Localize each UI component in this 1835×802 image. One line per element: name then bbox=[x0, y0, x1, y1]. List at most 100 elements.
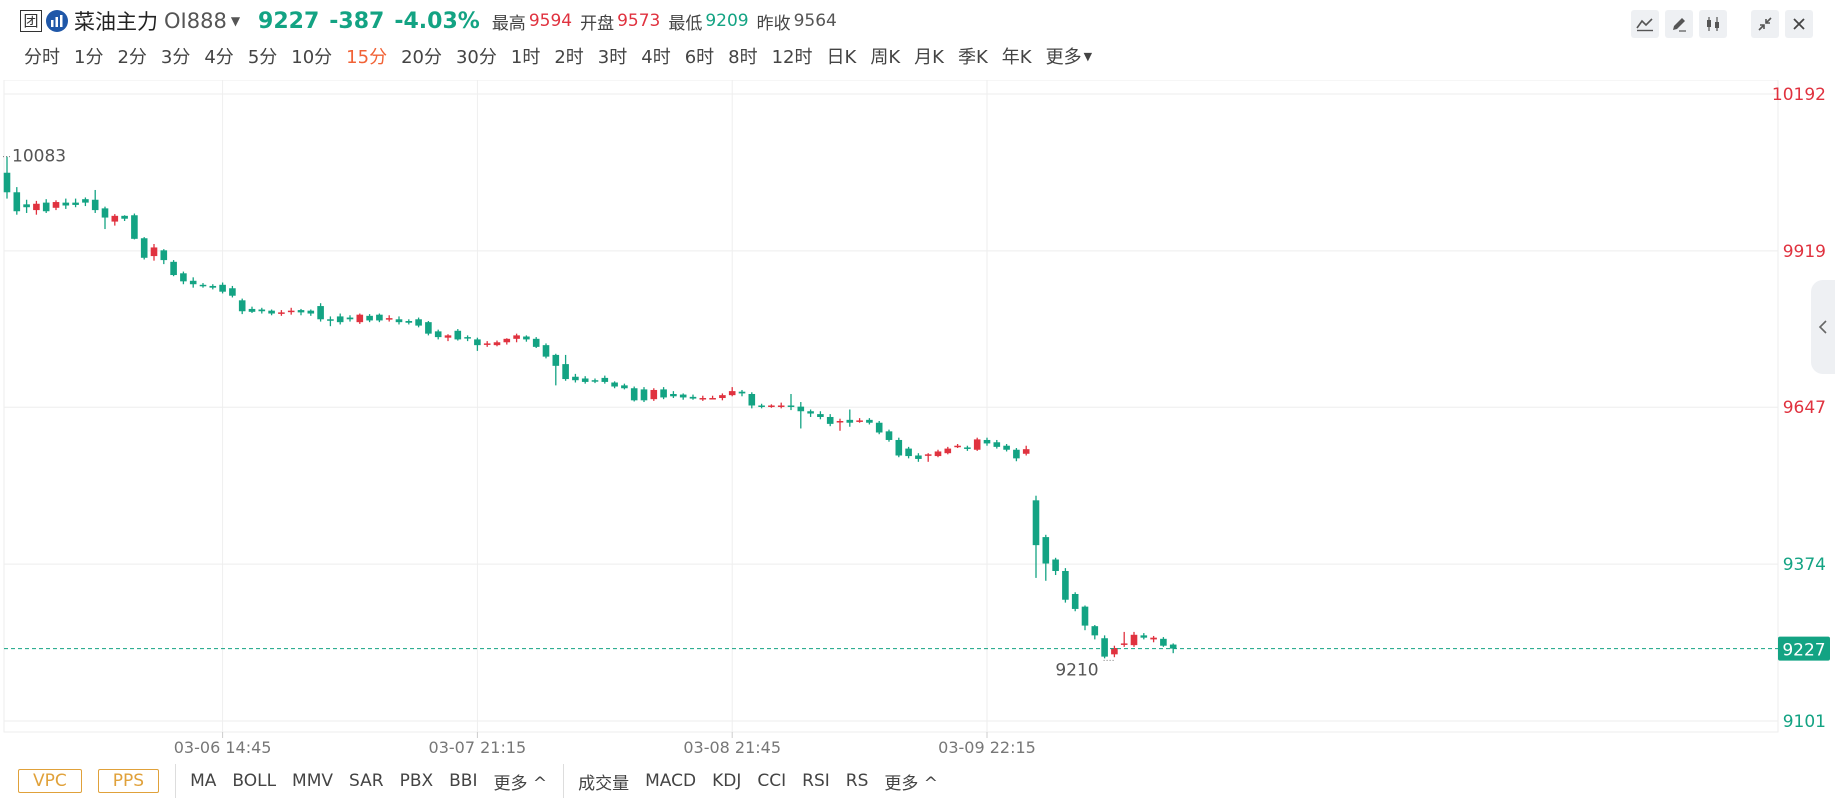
candle[interactable] bbox=[1111, 645, 1118, 658]
candle[interactable] bbox=[483, 341, 491, 347]
indicator-box-pps[interactable]: PPS bbox=[97, 769, 160, 793]
candle[interactable] bbox=[150, 243, 158, 261]
candle[interactable] bbox=[23, 199, 30, 213]
period-tab-1[interactable]: 1分 bbox=[74, 47, 104, 68]
candle[interactable] bbox=[101, 206, 109, 230]
candle[interactable] bbox=[660, 387, 667, 400]
candle[interactable] bbox=[895, 437, 903, 458]
candle[interactable] bbox=[297, 308, 305, 316]
main-indicator-more[interactable]: 更多 ^ bbox=[493, 773, 548, 794]
candle[interactable] bbox=[82, 197, 89, 207]
candle[interactable] bbox=[611, 381, 618, 389]
candle[interactable] bbox=[846, 409, 854, 427]
candle[interactable] bbox=[915, 453, 922, 462]
period-tab-11[interactable]: 2时 bbox=[554, 47, 584, 68]
main-indicator-bbi[interactable]: BBI bbox=[449, 771, 478, 791]
candle[interactable] bbox=[454, 329, 462, 341]
period-tab-8[interactable]: 20分 bbox=[401, 47, 442, 68]
candle[interactable] bbox=[1052, 557, 1059, 576]
candle[interactable] bbox=[42, 199, 50, 213]
candle[interactable] bbox=[121, 215, 128, 222]
candle[interactable] bbox=[866, 418, 873, 425]
candle[interactable] bbox=[91, 189, 99, 213]
candle[interactable] bbox=[1091, 625, 1099, 640]
period-tab-20[interactable]: 季K bbox=[957, 47, 988, 68]
candle[interactable] bbox=[542, 343, 550, 359]
period-tab-22[interactable]: 更多 bbox=[1045, 47, 1082, 68]
candle[interactable] bbox=[3, 156, 11, 199]
candle[interactable] bbox=[650, 388, 658, 401]
candle[interactable] bbox=[973, 437, 981, 451]
period-tab-19[interactable]: 月K bbox=[914, 47, 944, 68]
candle[interactable] bbox=[219, 282, 226, 294]
candle[interactable] bbox=[474, 337, 481, 351]
candle[interactable] bbox=[954, 443, 961, 449]
period-tab-21[interactable]: 年K bbox=[1001, 47, 1032, 68]
sub-indicator-more[interactable]: 更多 ^ bbox=[884, 773, 939, 794]
candle[interactable] bbox=[1032, 495, 1040, 578]
candle[interactable] bbox=[287, 307, 295, 315]
candle[interactable] bbox=[1150, 635, 1157, 643]
candle[interactable] bbox=[826, 414, 834, 427]
candle[interactable] bbox=[385, 315, 393, 322]
group-box-icon[interactable]: 团 bbox=[20, 10, 42, 32]
candle[interactable] bbox=[944, 446, 952, 455]
candle[interactable] bbox=[170, 260, 177, 277]
candle[interactable] bbox=[1042, 534, 1050, 581]
candle[interactable] bbox=[777, 402, 785, 409]
candle[interactable] bbox=[640, 387, 648, 403]
candle[interactable] bbox=[278, 310, 285, 316]
period-tab-5[interactable]: 5分 bbox=[247, 47, 278, 68]
candle[interactable] bbox=[738, 389, 746, 397]
candlestick-icon[interactable] bbox=[1699, 10, 1727, 38]
candle[interactable] bbox=[72, 198, 79, 208]
candle[interactable] bbox=[131, 213, 138, 240]
candle[interactable] bbox=[581, 376, 589, 384]
candle[interactable] bbox=[797, 402, 805, 429]
candle[interactable] bbox=[62, 198, 70, 209]
candle[interactable] bbox=[180, 271, 187, 285]
period-tab-15[interactable]: 8时 bbox=[728, 47, 758, 68]
kline-chart[interactable]: 10192 9919 9647 9374 9101 03-06 14:45 03-07 21… bbox=[0, 80, 1835, 760]
candle[interactable] bbox=[768, 404, 775, 408]
candle[interactable] bbox=[1003, 443, 1010, 452]
candle[interactable] bbox=[689, 394, 697, 400]
candle[interactable] bbox=[160, 249, 168, 265]
main-indicator-ma[interactable]: MA bbox=[190, 771, 217, 791]
candle[interactable] bbox=[434, 329, 442, 340]
candle[interactable] bbox=[111, 214, 119, 226]
candle[interactable] bbox=[728, 387, 736, 397]
candle[interactable] bbox=[1120, 631, 1128, 647]
candle[interactable] bbox=[670, 391, 677, 399]
candle[interactable] bbox=[679, 393, 687, 400]
candle[interactable] bbox=[562, 354, 569, 381]
indicator-box-vpc[interactable]: VPC bbox=[18, 769, 82, 793]
candle[interactable] bbox=[1062, 568, 1069, 603]
candle[interactable] bbox=[875, 421, 883, 435]
candle[interactable] bbox=[934, 449, 942, 458]
pencil-icon[interactable] bbox=[1665, 10, 1693, 38]
candle[interactable] bbox=[807, 409, 814, 417]
sub-indicator-0[interactable]: 成交量 bbox=[578, 773, 630, 794]
candle[interactable] bbox=[268, 309, 275, 316]
candle[interactable] bbox=[189, 277, 197, 288]
candle[interactable] bbox=[327, 316, 334, 327]
sub-indicator-2[interactable]: KDJ bbox=[712, 771, 742, 791]
candle[interactable] bbox=[630, 386, 638, 402]
sub-indicator-3[interactable]: CCI bbox=[757, 771, 787, 791]
candle[interactable] bbox=[621, 383, 628, 390]
candle[interactable] bbox=[464, 335, 471, 342]
candle[interactable] bbox=[1130, 631, 1138, 647]
candle[interactable] bbox=[856, 418, 863, 423]
candle[interactable] bbox=[405, 319, 413, 325]
period-tab-13[interactable]: 4时 bbox=[641, 47, 671, 68]
candle[interactable] bbox=[758, 403, 765, 409]
candle[interactable] bbox=[503, 338, 511, 345]
candle[interactable] bbox=[885, 429, 893, 442]
candle[interactable] bbox=[993, 439, 1001, 449]
period-tab-6[interactable]: 10分 bbox=[291, 47, 333, 68]
candle[interactable] bbox=[924, 453, 932, 462]
candle[interactable] bbox=[719, 393, 726, 401]
period-tab-9[interactable]: 30分 bbox=[455, 47, 497, 68]
candle[interactable] bbox=[425, 321, 432, 336]
